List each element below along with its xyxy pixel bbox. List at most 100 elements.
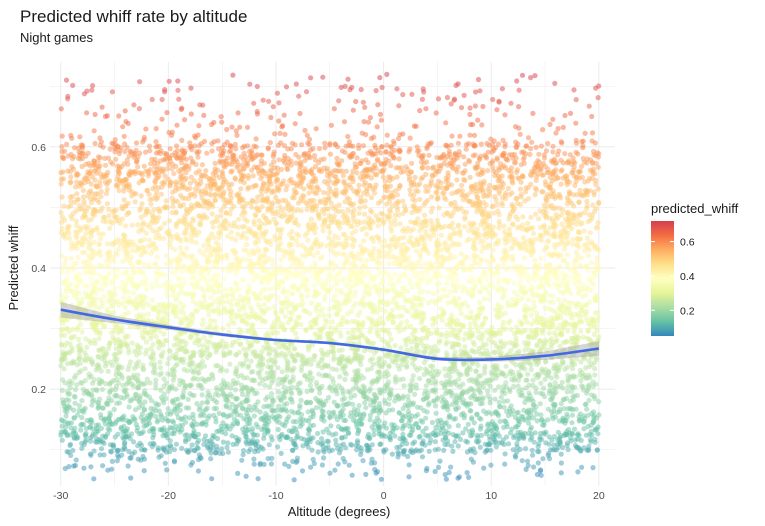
scatter-point [540,189,546,195]
scatter-point [492,194,498,200]
scatter-point [425,289,431,295]
scatter-point [157,365,164,371]
scatter-point [412,220,418,226]
scatter-point [541,202,547,208]
points-layer [58,71,602,483]
scatter-point [436,339,442,346]
scatter-point [375,102,381,108]
scatter-point [373,213,379,219]
scatter-point [260,180,267,186]
scatter-point [153,150,159,156]
scatter-point [339,168,345,174]
scatter-point [175,87,181,93]
scatter-point [392,342,398,349]
scatter-point [313,395,319,401]
scatter-point [580,334,586,340]
scatter-point [315,430,321,437]
scatter-point [198,411,205,417]
scatter-point [473,368,479,374]
scatter-point [316,146,322,152]
scatter-point [509,236,515,242]
scatter-point [327,151,334,157]
scatter-point [414,144,420,150]
scatter-point [531,230,537,236]
scatter-point [176,96,182,102]
scatter-point [134,377,140,383]
scatter-point [350,107,356,113]
scatter-point [423,228,429,235]
scatter-point [468,408,474,414]
scatter-point [219,119,225,125]
scatter-point [250,277,256,283]
scatter-point [412,391,418,397]
scatter-point [444,142,450,148]
scatter-point [192,193,198,199]
scatter-point [438,273,444,279]
scatter-point [514,167,521,173]
scatter-point [193,308,199,314]
scatter-point [72,400,78,406]
scatter-point [398,320,404,326]
scatter-point [155,314,161,320]
scatter-point [508,165,515,171]
scatter-point [237,412,244,418]
scatter-point [358,257,365,263]
scatter-point [539,237,545,243]
scatter-point [530,377,536,383]
scatter-point [135,164,141,170]
scatter-point [255,194,261,200]
scatter-point [173,441,179,447]
scatter-point [482,363,488,369]
scatter-point [467,174,473,180]
scatter-point [74,382,80,388]
scatter-point [286,463,292,469]
scatter-point [224,444,230,450]
scatter-point [73,457,79,463]
scatter-point [275,294,281,300]
scatter-point [505,157,511,163]
scatter-point [550,143,556,149]
scatter-point [532,430,538,436]
scatter-point [423,383,429,389]
scatter-point [446,389,453,395]
scatter-point [586,276,592,282]
scatter-point [425,165,431,171]
scatter-point [148,281,154,287]
scatter-point [583,401,589,407]
scatter-point [229,423,235,429]
scatter-point [61,203,67,209]
scatter-point [204,150,210,156]
scatter-point [278,450,284,456]
scatter-point [406,149,412,155]
scatter-point [286,428,292,434]
scatter-point [188,353,194,360]
scatter-point [595,164,602,170]
scatter-point [394,207,401,213]
scatter-point [170,419,177,425]
scatter-point [350,168,356,174]
scatter-point [196,407,202,413]
scatter-point [457,133,463,139]
scatter-point [393,165,399,171]
scatter-point [508,100,514,106]
scatter-point [573,97,579,103]
scatter-point [153,377,159,383]
scatter-point [455,140,461,146]
scatter-point [150,341,156,348]
scatter-point [62,235,68,241]
scatter-point [365,160,371,166]
scatter-point [580,303,587,309]
scatter-point [394,192,401,198]
scatter-point [169,425,175,431]
scatter-point [171,171,177,177]
scatter-point [248,358,254,364]
scatter-point [365,119,372,125]
scatter-point [158,370,165,376]
scatter-point [84,110,90,116]
scatter-point [61,366,67,372]
scatter-point [130,374,136,381]
scatter-point [100,405,106,411]
scatter-point [528,312,534,318]
scatter-point [560,124,566,130]
scatter-point [401,383,407,389]
